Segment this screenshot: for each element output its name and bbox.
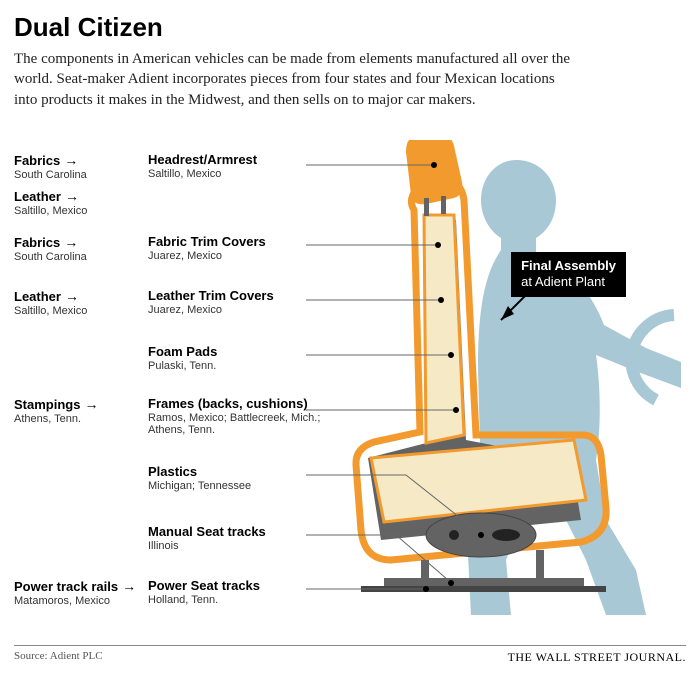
label-frames: Frames (backs, cushions): [148, 396, 354, 411]
plastic-knob-2: [492, 529, 520, 541]
label-fabrics-2: Fabrics→: [14, 234, 144, 250]
label-leather-2: Leather→: [14, 288, 144, 304]
loc-fabrictrim: Juarez, Mexico: [148, 250, 354, 262]
headrest-shape: [406, 140, 462, 204]
arrow-icon: →: [64, 234, 78, 250]
loc-foam: Pulaski, Tenn.: [148, 360, 354, 372]
loc-plastics: Michigan; Tennessee: [148, 480, 354, 492]
loc-rails: Matamoros, Mexico: [14, 595, 144, 607]
footer: Source: Adient PLC THE WALL STREET JOURN…: [14, 645, 686, 665]
dot-plastics: [478, 532, 484, 538]
assembly-callout: Final Assembly at Adient Plant: [511, 252, 626, 297]
plastic-knob-1: [449, 530, 459, 540]
track-post-2: [536, 550, 544, 580]
loc-stampings: Athens, Tenn.: [14, 413, 144, 425]
dot-leathertrim: [438, 297, 444, 303]
arrow-icon: →: [64, 152, 78, 168]
label-foam: Foam Pads: [148, 344, 354, 359]
label-rails: Power track rails→: [14, 578, 144, 594]
assembly-title: Final Assembly: [521, 258, 616, 274]
label-fabrics-1: Fabrics→: [14, 152, 144, 168]
seat-illustration: [306, 140, 686, 630]
loc-leather-1: Saltillo, Mexico: [14, 205, 144, 217]
arrow-icon: →: [122, 578, 136, 594]
dot-manual: [448, 580, 454, 586]
loc-fabrics-1: South Carolina: [14, 169, 144, 181]
dot-foam: [448, 352, 454, 358]
label-plastics: Plastics: [148, 464, 354, 479]
assembly-sub: at Adient Plant: [521, 274, 605, 289]
loc-frames: Ramos, Mexico; Battlecreek, Mich.; Athen…: [148, 412, 354, 436]
loc-headrest: Saltillo, Mexico: [148, 168, 354, 180]
page-title: Dual Citizen: [14, 12, 686, 43]
dot-power: [423, 586, 429, 592]
loc-fabrics-2: South Carolina: [14, 251, 144, 263]
subtitle: The components in American vehicles can …: [14, 49, 574, 110]
label-powertracks: Power Seat tracks: [148, 578, 354, 593]
headrest-post-1: [424, 198, 429, 216]
loc-leathertrim: Juarez, Mexico: [148, 304, 354, 316]
label-stampings: Stampings→: [14, 396, 144, 412]
label-leather-1: Leather→: [14, 188, 144, 204]
loc-leather-2: Saltillo, Mexico: [14, 305, 144, 317]
label-leathertrim: Leather Trim Covers: [148, 288, 354, 303]
loc-manual: Illinois: [148, 540, 354, 552]
arrow-icon: →: [65, 188, 79, 204]
dot-headrest: [431, 162, 437, 168]
label-headrest: Headrest/Armrest: [148, 152, 354, 167]
label-fabrictrim: Fabric Trim Covers: [148, 234, 354, 249]
label-manual: Manual Seat tracks: [148, 524, 354, 539]
source-text: Source: Adient PLC: [14, 650, 103, 665]
dot-frames: [453, 407, 459, 413]
loc-powertracks: Holland, Tenn.: [148, 594, 354, 606]
arrow-icon: →: [84, 396, 98, 412]
journal-credit: THE WALL STREET JOURNAL.: [508, 650, 686, 665]
headrest-post-2: [441, 196, 446, 214]
diagram: Fabrics→ South Carolina Headrest/Armrest…: [14, 140, 686, 641]
arrow-icon: →: [65, 288, 79, 304]
dot-fabrictrim: [435, 242, 441, 248]
